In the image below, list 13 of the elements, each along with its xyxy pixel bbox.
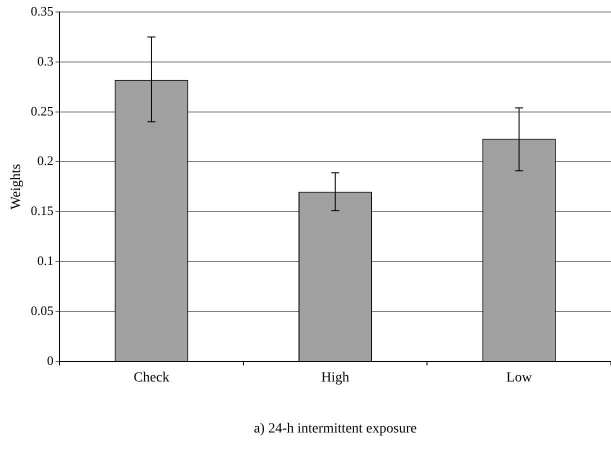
- y-tick-label: 0: [47, 352, 54, 368]
- x-axis-title: a) 24-h intermittent exposure: [254, 421, 417, 436]
- y-tick-label: 0.15: [30, 203, 54, 218]
- y-tick-label: 0.1: [37, 252, 54, 268]
- y-tick-label: 0.35: [30, 3, 54, 18]
- x-tick-label: Low: [506, 370, 533, 386]
- y-tick-label: 0.25: [30, 103, 54, 118]
- x-tick-label: High: [321, 370, 350, 386]
- y-tick-label: 0.05: [30, 302, 54, 318]
- x-tick-label: Check: [134, 370, 170, 386]
- y-axis-title: Weights: [9, 164, 24, 210]
- y-tick-label: 0.2: [37, 153, 54, 168]
- y-tick-label: 0.3: [37, 53, 54, 68]
